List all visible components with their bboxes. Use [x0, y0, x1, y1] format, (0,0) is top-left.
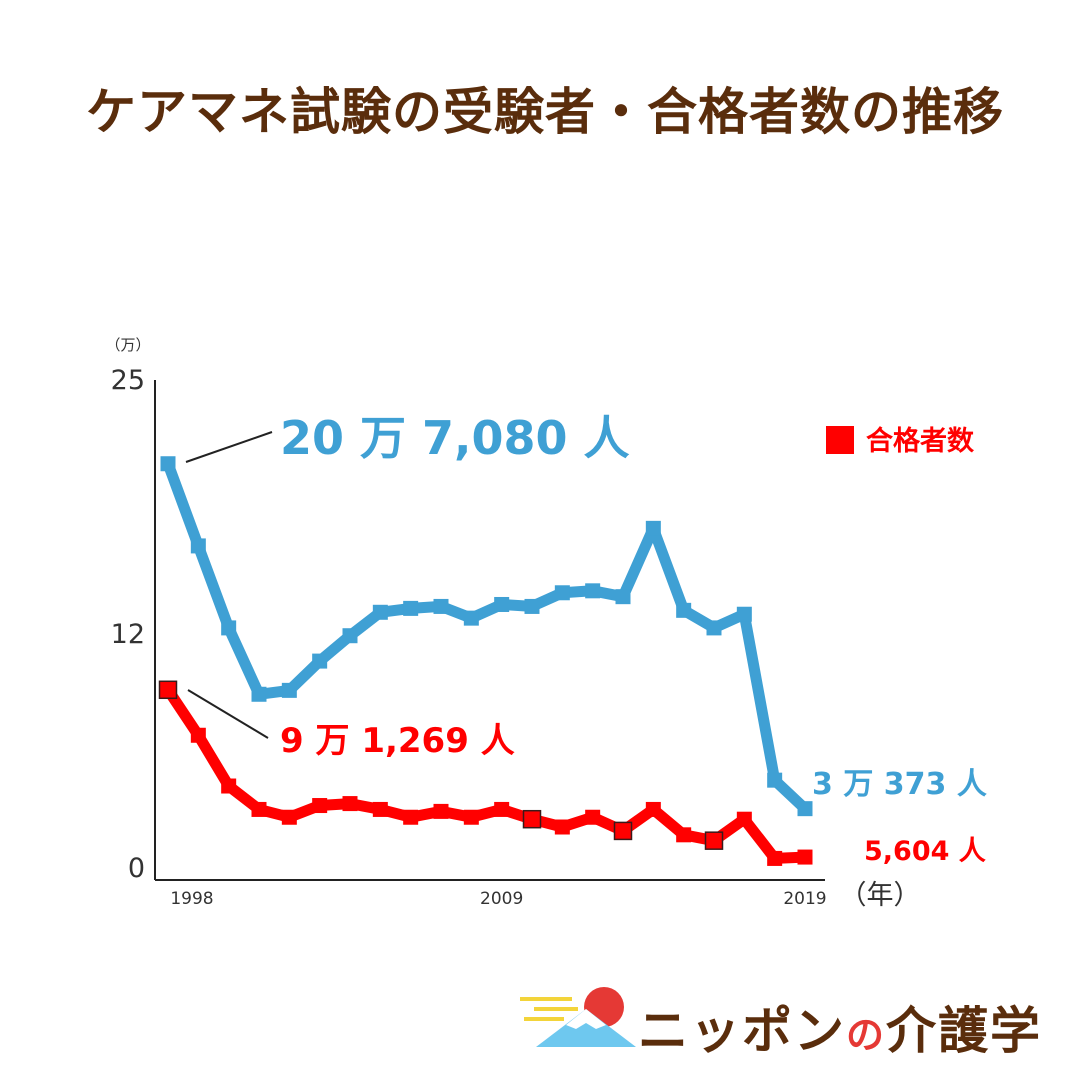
passers-point [676, 827, 692, 843]
passers-point [403, 809, 419, 825]
examinees-point [554, 585, 570, 601]
examinees-point [706, 620, 722, 636]
examinees-point [615, 589, 631, 605]
annotation-start-examinees: 20 万 7,080 人 [280, 411, 630, 465]
examinees-point [585, 583, 601, 599]
passers-point [281, 809, 297, 825]
chart-lines [162, 458, 811, 864]
passers-point [494, 801, 510, 817]
mount-fuji-sun-icon [520, 987, 636, 1047]
examinees-point [281, 682, 297, 698]
passers-point [251, 801, 267, 817]
legend-label: 合格者数 [866, 425, 975, 457]
passers-point [797, 849, 813, 865]
chart-axes: （万） 0 12 25 1998 2009 2019 （年） [105, 336, 920, 911]
page-title: ケアマネ試験の受験者・合格者数の推移 [86, 83, 1004, 141]
y-tick-label: 25 [111, 365, 145, 396]
brand-logo: ニッポンの介護学 [520, 985, 1080, 1060]
examinees-point [433, 598, 449, 614]
examinees-point [524, 598, 540, 614]
examinees-point [251, 686, 267, 702]
legend-swatch [826, 426, 854, 454]
passers-point [312, 798, 328, 814]
passers-point [645, 801, 661, 817]
examinees-point [221, 620, 237, 636]
x-unit-label: （年） [840, 880, 921, 911]
passers-point [522, 809, 542, 829]
passers-point [704, 831, 724, 850]
passers-line [162, 684, 811, 864]
examinees-point [403, 600, 419, 616]
passers-point [372, 801, 388, 817]
x-tick-label: 2009 [480, 889, 523, 909]
passers-point [190, 727, 206, 743]
y-unit-label: （万） [105, 336, 150, 354]
examinees-point [797, 801, 813, 817]
annotation-start-passers: 9 万 1,269 人 [280, 721, 515, 761]
passers-point [554, 819, 570, 835]
examinees-point [312, 653, 328, 669]
annotation-end-passers: 5,604 人 [864, 836, 986, 867]
examinees-point [372, 604, 388, 620]
passers-point [767, 850, 783, 866]
annotation-end-examinees: 3 万 373 人 [812, 767, 987, 802]
callout-leader-line [185, 431, 273, 463]
examinees-point [463, 610, 479, 626]
examinees-point [190, 538, 206, 554]
x-tick-label: 2019 [783, 889, 826, 909]
passers-point [613, 821, 633, 841]
passers-point [463, 809, 479, 825]
x-tick-label: 1998 [170, 889, 213, 909]
passers-point [221, 778, 237, 794]
examinees-point [342, 628, 358, 644]
examinees-point [767, 772, 783, 788]
examinees-point [160, 456, 176, 472]
examinees-point [645, 520, 661, 536]
passers-point [158, 680, 178, 700]
examinees-point [494, 596, 510, 612]
chart-labels: 合格者数 20 万 7,080 人 9 万 1,269 人 3 万 373 人 5,60… [185, 411, 987, 867]
callout-leader-line [187, 689, 269, 739]
examinees-line [162, 458, 811, 815]
y-tick-label: 12 [111, 619, 145, 650]
passers-point [433, 803, 449, 819]
passers-point [342, 796, 358, 812]
y-tick-label: 0 [128, 853, 145, 884]
examinees-point [736, 606, 752, 622]
chart-markers [158, 456, 813, 866]
examinees-point [676, 602, 692, 618]
passers-point [585, 809, 601, 825]
passers-point [736, 811, 752, 827]
brand-name: ニッポンの介護学 [638, 1002, 1043, 1060]
